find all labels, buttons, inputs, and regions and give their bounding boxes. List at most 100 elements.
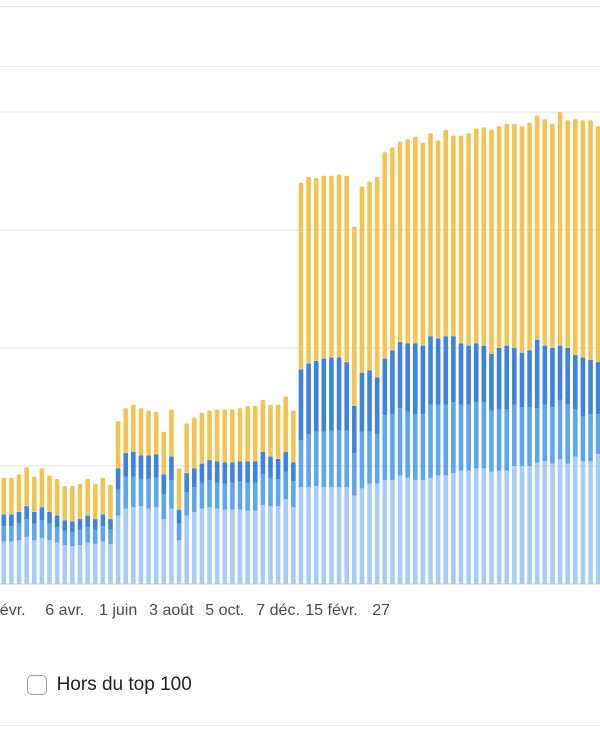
bar-segment bbox=[359, 431, 365, 489]
bar-segment bbox=[268, 456, 273, 478]
bar-segment bbox=[557, 112, 563, 346]
bar-segment bbox=[512, 348, 517, 405]
bar-segment bbox=[77, 519, 83, 530]
bar-segment bbox=[16, 474, 22, 513]
bar-segment bbox=[573, 119, 578, 356]
bar-segment bbox=[115, 489, 121, 516]
bar-segment bbox=[39, 468, 45, 508]
bar-segment bbox=[573, 355, 578, 410]
out-of-top-checkbox[interactable] bbox=[26, 675, 47, 695]
bar-segment bbox=[580, 357, 586, 417]
bar-segment bbox=[565, 348, 570, 405]
bar-segment bbox=[47, 523, 52, 541]
bar-segment bbox=[504, 345, 510, 410]
bar-segment bbox=[390, 350, 395, 415]
bar-segment bbox=[397, 141, 403, 343]
bar-segment bbox=[435, 338, 441, 405]
bar-segment bbox=[557, 399, 563, 459]
bar-segment bbox=[291, 410, 296, 463]
bar-segment bbox=[336, 174, 342, 358]
bar-segment bbox=[405, 139, 410, 344]
bar-segment bbox=[428, 477, 433, 584]
bar-segment bbox=[1, 541, 7, 584]
bar-segment bbox=[138, 408, 144, 456]
bar-segment bbox=[336, 430, 342, 488]
bar-segment bbox=[390, 147, 395, 351]
bar-segment bbox=[329, 357, 334, 431]
bar-segment bbox=[237, 461, 243, 482]
bar-segment bbox=[565, 404, 570, 464]
bar-segment bbox=[192, 512, 197, 584]
bar-segment bbox=[580, 416, 586, 462]
bar-segment bbox=[77, 545, 83, 584]
bar-segment bbox=[481, 345, 487, 403]
bar-segment bbox=[344, 175, 349, 363]
bar-segment bbox=[100, 477, 106, 515]
bar-segment bbox=[352, 495, 357, 584]
bar-segment bbox=[367, 181, 372, 371]
bar-segment bbox=[428, 404, 433, 478]
bar-segment bbox=[245, 405, 250, 462]
x-tick-label: 15 févr. bbox=[305, 602, 358, 619]
bar-segment bbox=[207, 480, 212, 508]
bar-segment bbox=[230, 462, 235, 483]
bar-segment bbox=[512, 466, 517, 584]
bar-segment bbox=[169, 409, 174, 457]
bar-segment bbox=[146, 508, 151, 584]
bar-segment bbox=[451, 402, 456, 474]
bar-segment bbox=[519, 407, 525, 466]
bar-segment bbox=[412, 480, 418, 584]
bar-segment bbox=[405, 343, 410, 412]
bar-segment bbox=[184, 423, 189, 474]
bar-segment bbox=[466, 345, 471, 405]
bar-segment bbox=[131, 404, 136, 452]
bar-segment bbox=[359, 186, 365, 373]
bar-segment bbox=[405, 411, 410, 478]
bar-segment bbox=[54, 478, 60, 516]
bar-segment bbox=[473, 343, 479, 403]
bar-segment bbox=[481, 468, 487, 584]
bar-segment bbox=[214, 461, 220, 483]
bar-segment bbox=[39, 507, 45, 521]
bar-segment bbox=[77, 529, 83, 546]
bar-segment bbox=[268, 404, 273, 457]
bar-segment bbox=[382, 152, 388, 359]
bar-segment bbox=[92, 519, 98, 530]
bar-segment bbox=[207, 410, 212, 461]
bar-segment bbox=[146, 478, 151, 509]
bar-segment bbox=[9, 541, 14, 584]
bar-segment bbox=[153, 507, 159, 584]
bar-segment bbox=[222, 409, 228, 463]
bar-segment bbox=[473, 128, 479, 344]
bar-segment bbox=[359, 372, 365, 432]
bar-segment bbox=[397, 342, 403, 409]
bar-segment bbox=[458, 404, 464, 471]
bar-segment bbox=[374, 176, 380, 378]
x-tick-label: 2 févr. bbox=[0, 602, 26, 619]
bar-segment bbox=[9, 477, 14, 515]
bar-segment bbox=[47, 540, 52, 584]
bar-segment bbox=[534, 339, 540, 409]
bar-segment bbox=[237, 408, 243, 462]
bar-segment bbox=[527, 350, 532, 407]
bar-segment bbox=[108, 484, 113, 520]
bar-segment bbox=[374, 434, 380, 484]
bar-segment bbox=[9, 526, 14, 542]
bar-segment bbox=[580, 461, 586, 584]
bar-segment bbox=[260, 451, 266, 475]
bar-segment bbox=[31, 540, 37, 584]
bar-segment bbox=[214, 409, 220, 462]
bar-segment bbox=[573, 456, 578, 584]
bar-segment bbox=[131, 507, 136, 584]
bar-segment bbox=[169, 480, 174, 509]
bar-segment bbox=[443, 336, 449, 405]
header-divider bbox=[0, 66, 600, 67]
bar-segment bbox=[283, 499, 289, 584]
bar-segment bbox=[207, 460, 212, 481]
bar-segment bbox=[92, 543, 98, 584]
bar-segment bbox=[298, 487, 304, 584]
bar-segment bbox=[352, 405, 357, 454]
bar-segment bbox=[260, 474, 266, 505]
bar-segment bbox=[313, 486, 319, 584]
bar-segment bbox=[595, 414, 600, 455]
